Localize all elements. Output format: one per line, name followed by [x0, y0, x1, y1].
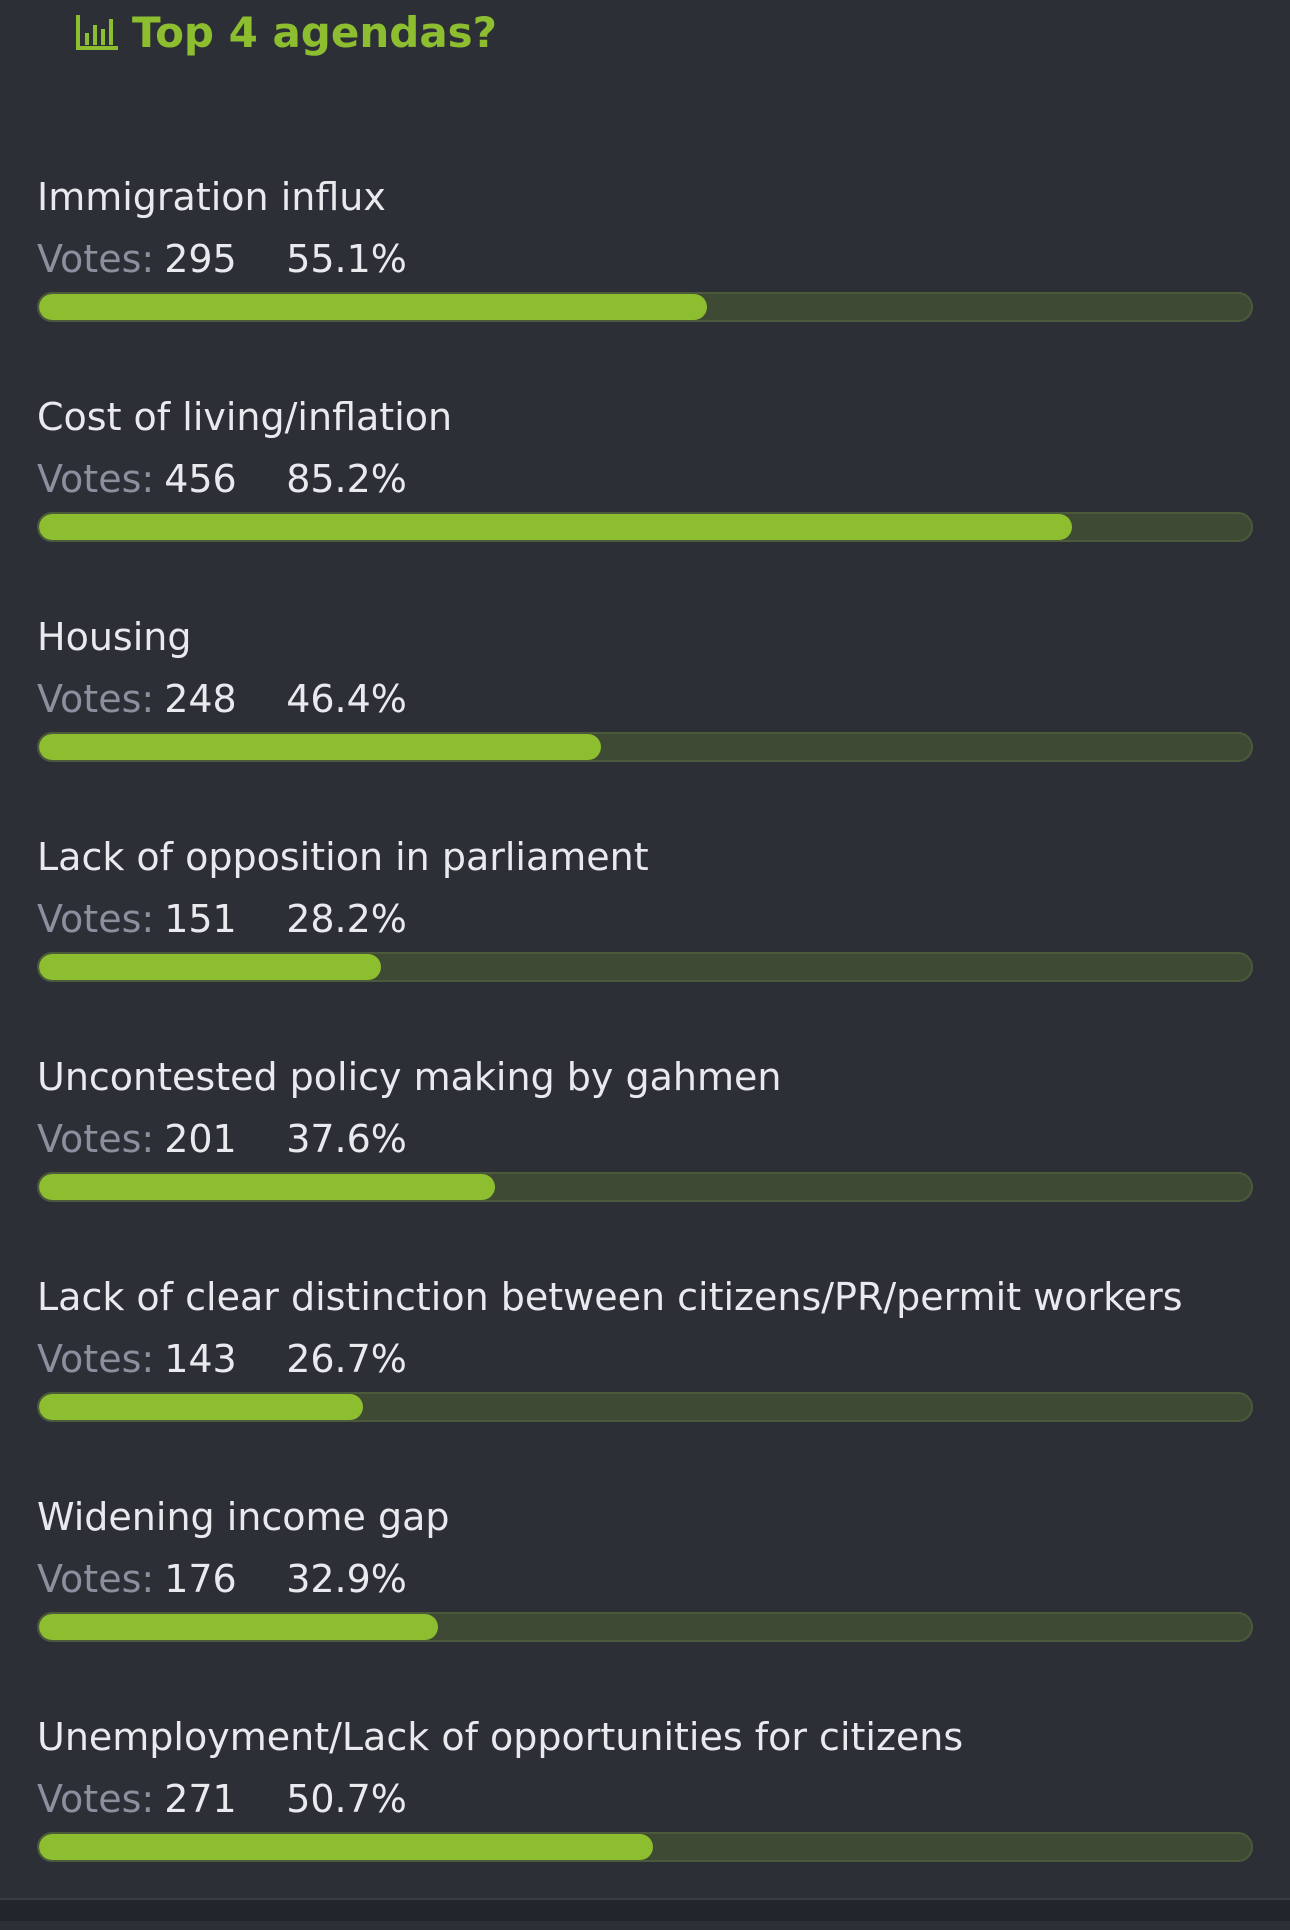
- votes-count: 295: [164, 237, 237, 281]
- option-label: Uncontested policy making by gahmen: [37, 1055, 782, 1099]
- option-label: Immigration influx: [37, 175, 386, 219]
- progress-bar-track: [37, 292, 1253, 322]
- votes-label: Votes:: [37, 897, 155, 941]
- progress-bar-track: [37, 1172, 1253, 1202]
- poll-option: Unemployment/Lack of opportunities for c…: [37, 1710, 1253, 1930]
- progress-bar-fill: [39, 1614, 438, 1640]
- votes-count: 271: [164, 1777, 237, 1821]
- poll-title: Top 4 agendas?: [132, 8, 498, 57]
- option-label: Cost of living/inflation: [37, 395, 453, 439]
- votes-percent: 37.6%: [286, 1117, 407, 1161]
- poll-option: Lack of clear distinction between citize…: [37, 1270, 1253, 1490]
- poll-footer: [0, 1898, 1290, 1921]
- option-stats: Votes: 295 55.1%: [37, 232, 407, 286]
- option-label: Unemployment/Lack of opportunities for c…: [37, 1715, 964, 1759]
- progress-bar-track: [37, 1832, 1253, 1862]
- votes-label: Votes:: [37, 1117, 155, 1161]
- poll-header: Top 4 agendas?: [74, 4, 497, 62]
- votes-percent: 55.1%: [286, 237, 407, 281]
- votes-label: Votes:: [37, 1557, 155, 1601]
- poll-options: Immigration influx Votes: 295 55.1% Cost of …: [37, 170, 1253, 1930]
- progress-bar-fill: [39, 1834, 654, 1860]
- votes-percent: 26.7%: [286, 1337, 407, 1381]
- poll-option: Lack of opposition in parliament Votes: 15…: [37, 830, 1253, 1050]
- votes-percent: 85.2%: [286, 457, 407, 501]
- votes-label: Votes:: [37, 1337, 155, 1381]
- progress-bar-track: [37, 1612, 1253, 1642]
- progress-bar-fill: [39, 954, 381, 980]
- option-label: Lack of opposition in parliament: [37, 835, 649, 879]
- votes-percent: 28.2%: [286, 897, 407, 941]
- votes-count: 143: [164, 1337, 237, 1381]
- option-stats: Votes: 176 32.9%: [37, 1552, 407, 1606]
- votes-count: 176: [164, 1557, 237, 1601]
- votes-label: Votes:: [37, 457, 155, 501]
- progress-bar-track: [37, 952, 1253, 982]
- progress-bar-fill: [39, 1174, 495, 1200]
- votes-count: 201: [164, 1117, 237, 1161]
- poll-option: Housing Votes: 248 46.4%: [37, 610, 1253, 830]
- poll-option: Cost of living/inflation Votes: 456 85.2%: [37, 390, 1253, 610]
- votes-count: 151: [164, 897, 237, 941]
- progress-bar-fill: [39, 294, 707, 320]
- votes-percent: 32.9%: [286, 1557, 407, 1601]
- poll-option: Widening income gap Votes: 176 32.9%: [37, 1490, 1253, 1710]
- option-stats: Votes: 143 26.7%: [37, 1332, 407, 1386]
- option-stats: Votes: 271 50.7%: [37, 1772, 407, 1826]
- poll-option: Uncontested policy making by gahmen Votes…: [37, 1050, 1253, 1270]
- option-stats: Votes: 201 37.6%: [37, 1112, 407, 1166]
- votes-label: Votes:: [37, 1777, 155, 1821]
- progress-bar-fill: [39, 734, 602, 760]
- option-label: Lack of clear distinction between citize…: [37, 1275, 1183, 1319]
- poll-option: Immigration influx Votes: 295 55.1%: [37, 170, 1253, 390]
- progress-bar-fill: [39, 1394, 363, 1420]
- votes-percent: 46.4%: [286, 677, 407, 721]
- votes-label: Votes:: [37, 677, 155, 721]
- option-stats: Votes: 151 28.2%: [37, 892, 407, 946]
- option-label: Housing: [37, 615, 192, 659]
- votes-count: 456: [164, 457, 237, 501]
- progress-bar-track: [37, 1392, 1253, 1422]
- progress-bar-track: [37, 512, 1253, 542]
- option-stats: Votes: 248 46.4%: [37, 672, 407, 726]
- votes-label: Votes:: [37, 237, 155, 281]
- votes-percent: 50.7%: [286, 1777, 407, 1821]
- option-stats: Votes: 456 85.2%: [37, 452, 407, 506]
- votes-count: 248: [164, 677, 237, 721]
- bar-chart-icon: [76, 15, 118, 50]
- progress-bar-fill: [39, 514, 1072, 540]
- option-label: Widening income gap: [37, 1495, 450, 1539]
- progress-bar-track: [37, 732, 1253, 762]
